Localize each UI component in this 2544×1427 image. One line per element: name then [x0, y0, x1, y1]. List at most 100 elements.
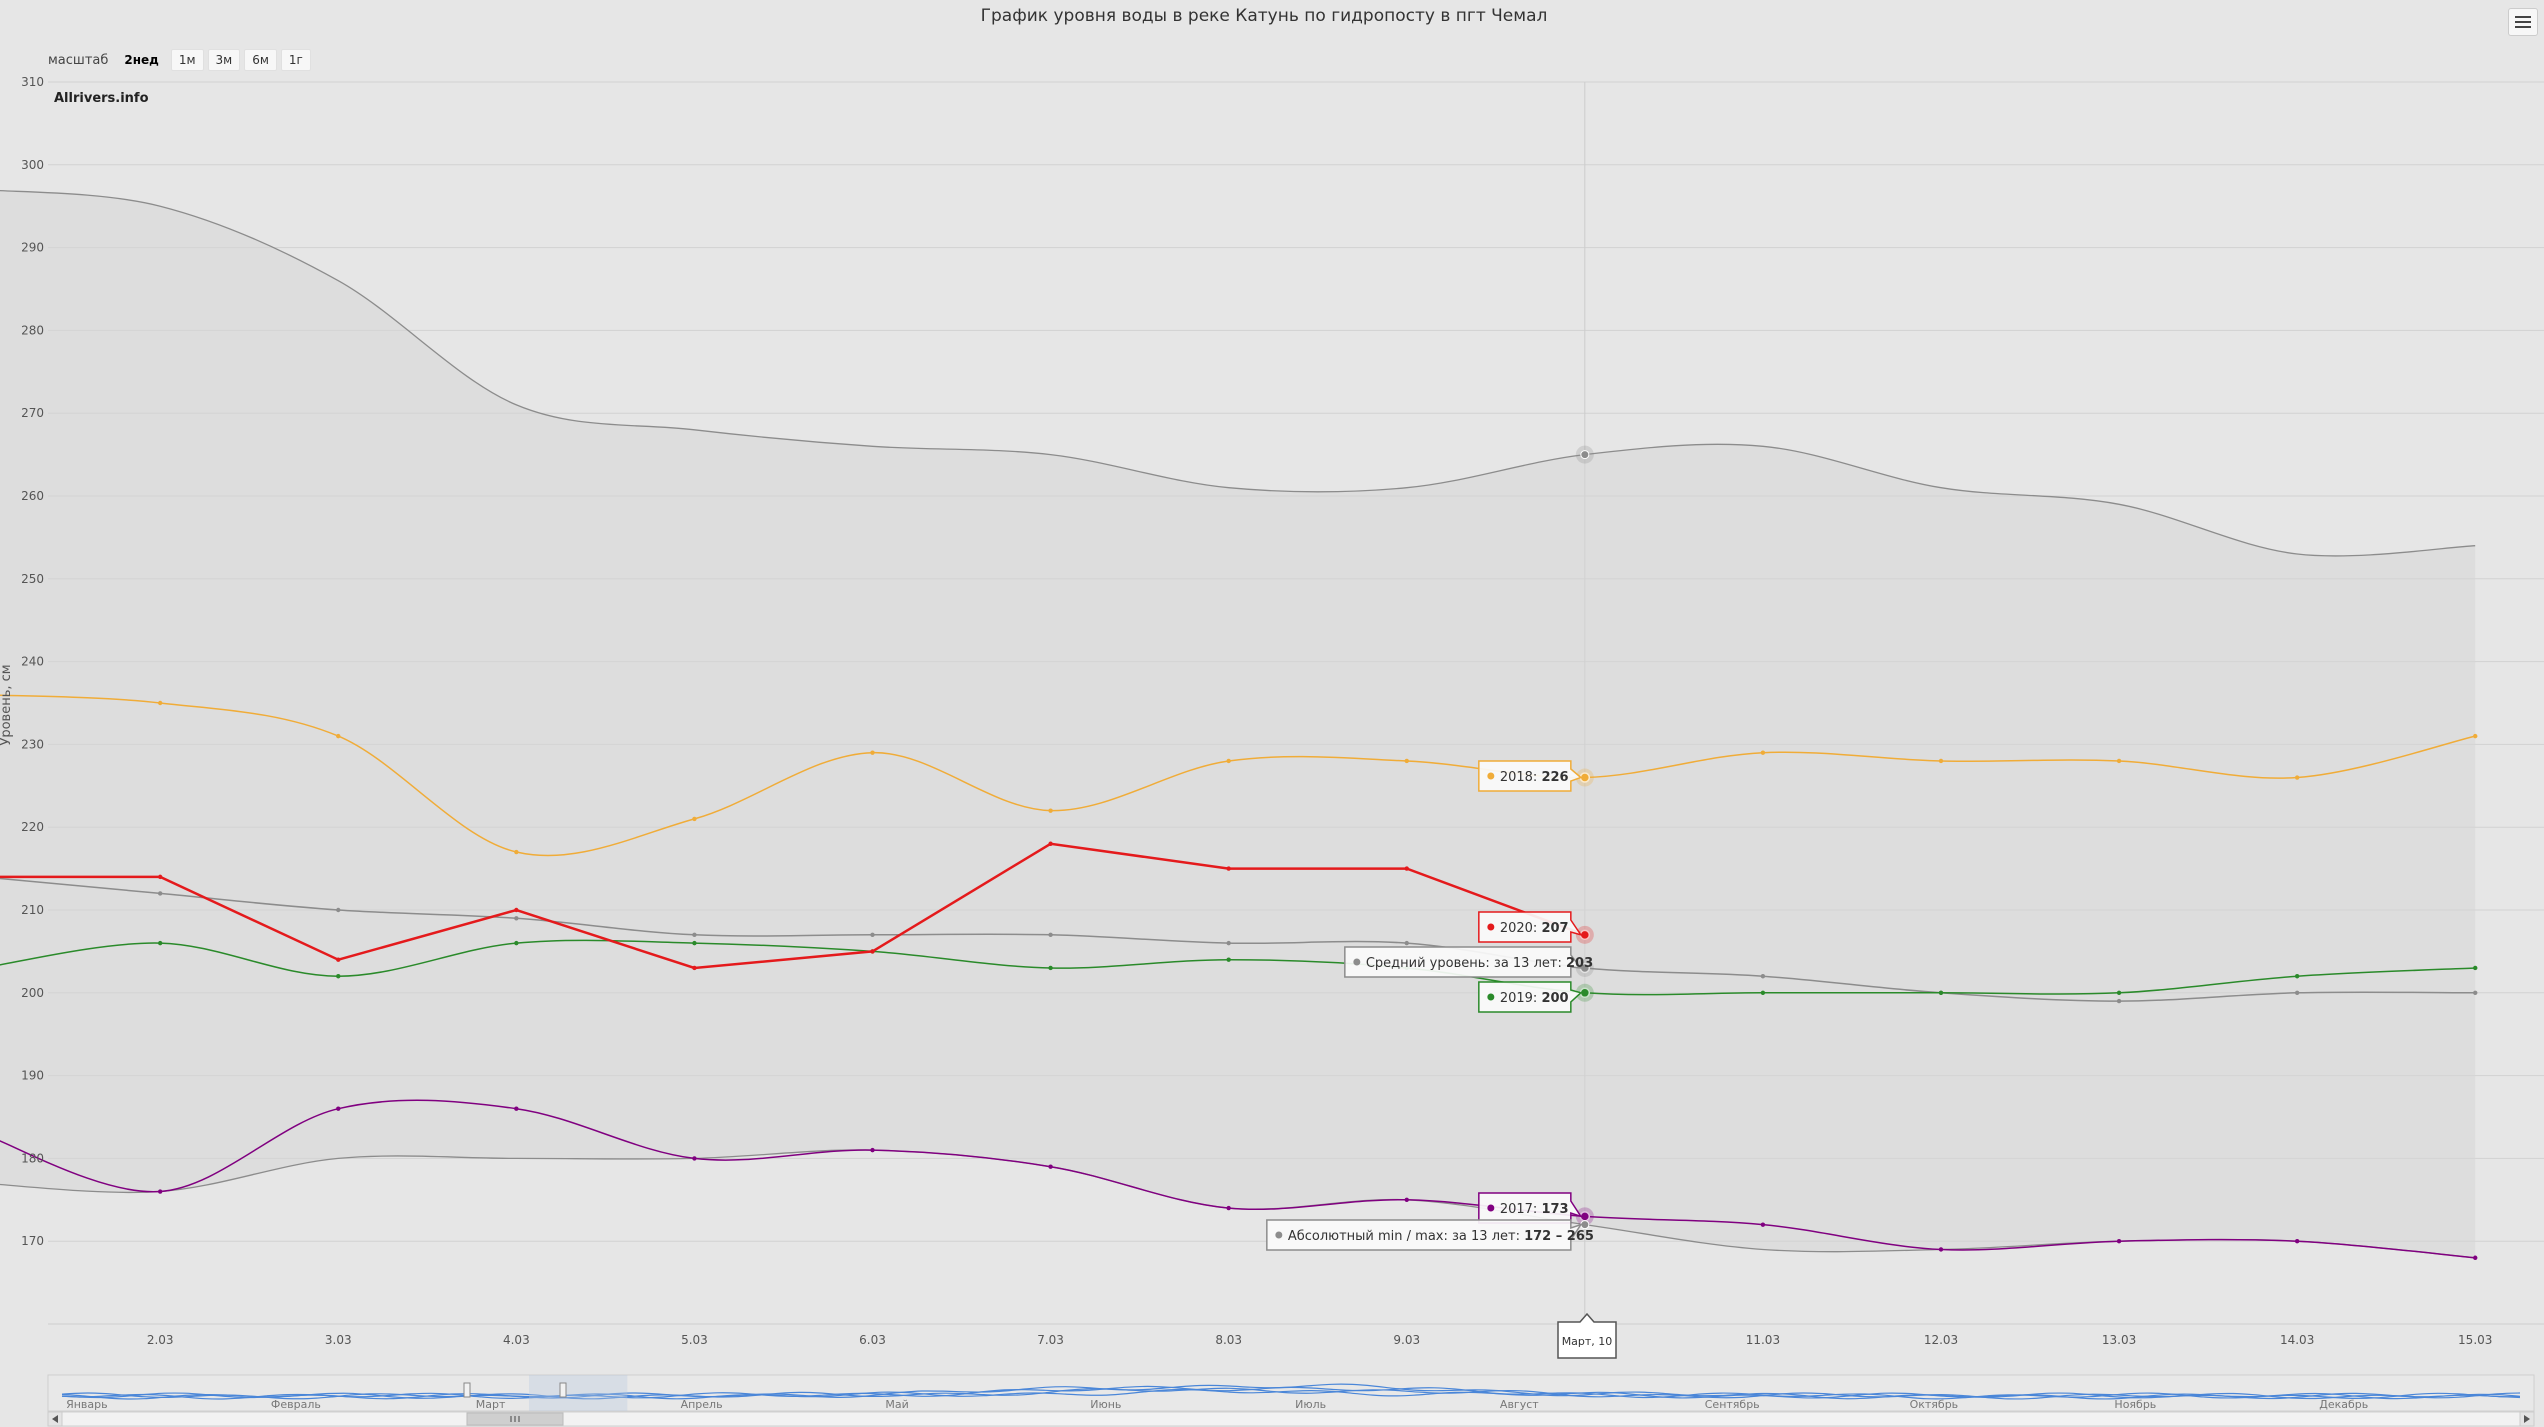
data-point [692, 1156, 697, 1161]
x-tick-label: 2.03 [147, 1333, 174, 1347]
y-tick-label: 270 [21, 406, 44, 420]
y-tick-label: 190 [21, 1069, 44, 1083]
data-point [1404, 940, 1409, 946]
navigator-series-line [61, 1385, 2521, 1400]
data-point [157, 891, 163, 896]
data-point [1938, 990, 1944, 995]
data-point [1404, 758, 1409, 764]
navigator-month-label: Март [476, 1398, 506, 1411]
navigator-series-line [61, 1388, 2521, 1400]
data-point [1760, 750, 1766, 755]
series-line [0, 842, 1586, 970]
tooltip-marker [1487, 993, 1495, 1001]
data-point [1048, 841, 1053, 846]
y-tick-label: 300 [21, 158, 44, 172]
menu-button[interactable] [2508, 8, 2538, 36]
hover-halo [1575, 768, 1594, 787]
tooltip-marker [1487, 772, 1495, 780]
data-point [870, 932, 875, 938]
y-tick-label: 260 [21, 489, 44, 503]
tooltip-marker [1487, 923, 1495, 931]
y-tick-label: 230 [21, 737, 44, 751]
scrollbar[interactable] [47, 1411, 2535, 1427]
x-tick-label: 6.03 [859, 1333, 886, 1347]
zoom-button-2w[interactable]: 2нед [116, 49, 167, 71]
tooltip-box [1344, 946, 1583, 978]
y-axis-title: Уровень, см [0, 664, 14, 745]
navigator-month-label: Май [885, 1398, 908, 1411]
data-point [514, 1106, 519, 1111]
x-tick-label: 7.03 [1037, 1333, 1064, 1347]
tooltip-text: Абсолютный min / max: за 13 лет: 172 – 2… [1288, 1229, 1594, 1244]
data-point [2294, 1239, 2300, 1244]
zoom-button-1y[interactable]: 1г [280, 49, 311, 71]
tooltip-value: 200 [1541, 991, 1568, 1006]
y-tick-label: 290 [21, 241, 44, 255]
data-point [1048, 965, 1053, 971]
x-tick-label: 15.03 [2458, 1333, 2492, 1347]
tooltip-text: Средний уровень: за 13 лет: 203 [1366, 956, 1593, 971]
y-tick-label: 280 [21, 323, 44, 337]
y-tick-label: 220 [21, 820, 44, 834]
navigator-right-handle[interactable] [559, 1382, 567, 1398]
zoom-bar: масштаб 2нед 1м 3м 6м 1г [48, 48, 315, 72]
tooltip-avg: Средний уровень: за 13 лет: 203 [1344, 946, 1593, 978]
tooltip-text: 2020: 207 [1500, 921, 1569, 936]
navigator[interactable]: Январь Февраль Март Апрель Май Июнь Июль Август… [47, 1374, 2535, 1412]
y-tick-label: 180 [21, 1151, 44, 1165]
tooltip-box [1478, 911, 1583, 943]
navigator-window[interactable] [529, 1375, 628, 1411]
navigator-month-label: Апрель [681, 1398, 723, 1411]
max-hover-point [1580, 450, 1590, 460]
data-point [1760, 974, 1766, 979]
x-tick-label: 3.03 [325, 1333, 352, 1347]
series-line [0, 694, 2476, 857]
scroll-right-icon [2524, 1415, 2530, 1423]
data-point [692, 965, 697, 971]
data-point [870, 1147, 875, 1153]
tooltip-s2017: 2017: 173 [1478, 1192, 1583, 1224]
data-point [336, 974, 341, 979]
data-point [2294, 990, 2300, 995]
data-point [1404, 866, 1409, 871]
tooltip-value: 172 – 265 [1524, 1229, 1594, 1244]
range-area [0, 190, 2476, 1258]
x-tick-label: 8.03 [1215, 1333, 1242, 1347]
navigator-month-label: Июль [1295, 1398, 1326, 1411]
data-point [870, 750, 875, 755]
tooltip-text: 2018: 226 [1500, 770, 1569, 785]
data-point [2116, 1239, 2122, 1244]
data-point [514, 940, 519, 946]
data-point [1048, 1164, 1053, 1169]
tooltip-value: 226 [1541, 770, 1568, 785]
tooltip-marker [1353, 958, 1361, 966]
data-point [1938, 758, 1944, 764]
zoom-button-1m[interactable]: 1м [170, 49, 204, 71]
tooltip-text: 2017: 173 [1500, 1202, 1569, 1217]
tooltip-marker [1275, 1231, 1283, 1239]
zoom-button-3m[interactable]: 3м [207, 49, 241, 71]
data-point [1404, 1197, 1409, 1203]
navigator-left-handle[interactable] [463, 1382, 471, 1398]
hover-halo [1575, 983, 1594, 1002]
data-point [2116, 998, 2122, 1004]
series-2019 [0, 939, 2478, 1002]
data-point [1048, 932, 1053, 938]
x-tick-label: 9.03 [1393, 1333, 1420, 1347]
tooltip-value: 173 [1541, 1202, 1568, 1217]
data-point [1048, 808, 1053, 813]
data-point [1226, 866, 1231, 871]
data-point [692, 816, 697, 822]
series-2017 [0, 1099, 2478, 1260]
data-point [2473, 990, 2478, 995]
navigator-month-label: Август [1500, 1398, 1539, 1411]
x-tick-label: 13.03 [2102, 1333, 2136, 1347]
data-point [1226, 1205, 1231, 1211]
zoom-button-6m[interactable]: 6м [244, 49, 277, 71]
data-point [692, 932, 697, 938]
crosshair-date-text: Март, 10 [1562, 1335, 1613, 1348]
y-tick-label: 310 [21, 75, 44, 89]
data-point [2116, 758, 2122, 764]
min-hover-point [1580, 1220, 1590, 1230]
navigator-month-label: Декабрь [2319, 1398, 2368, 1411]
